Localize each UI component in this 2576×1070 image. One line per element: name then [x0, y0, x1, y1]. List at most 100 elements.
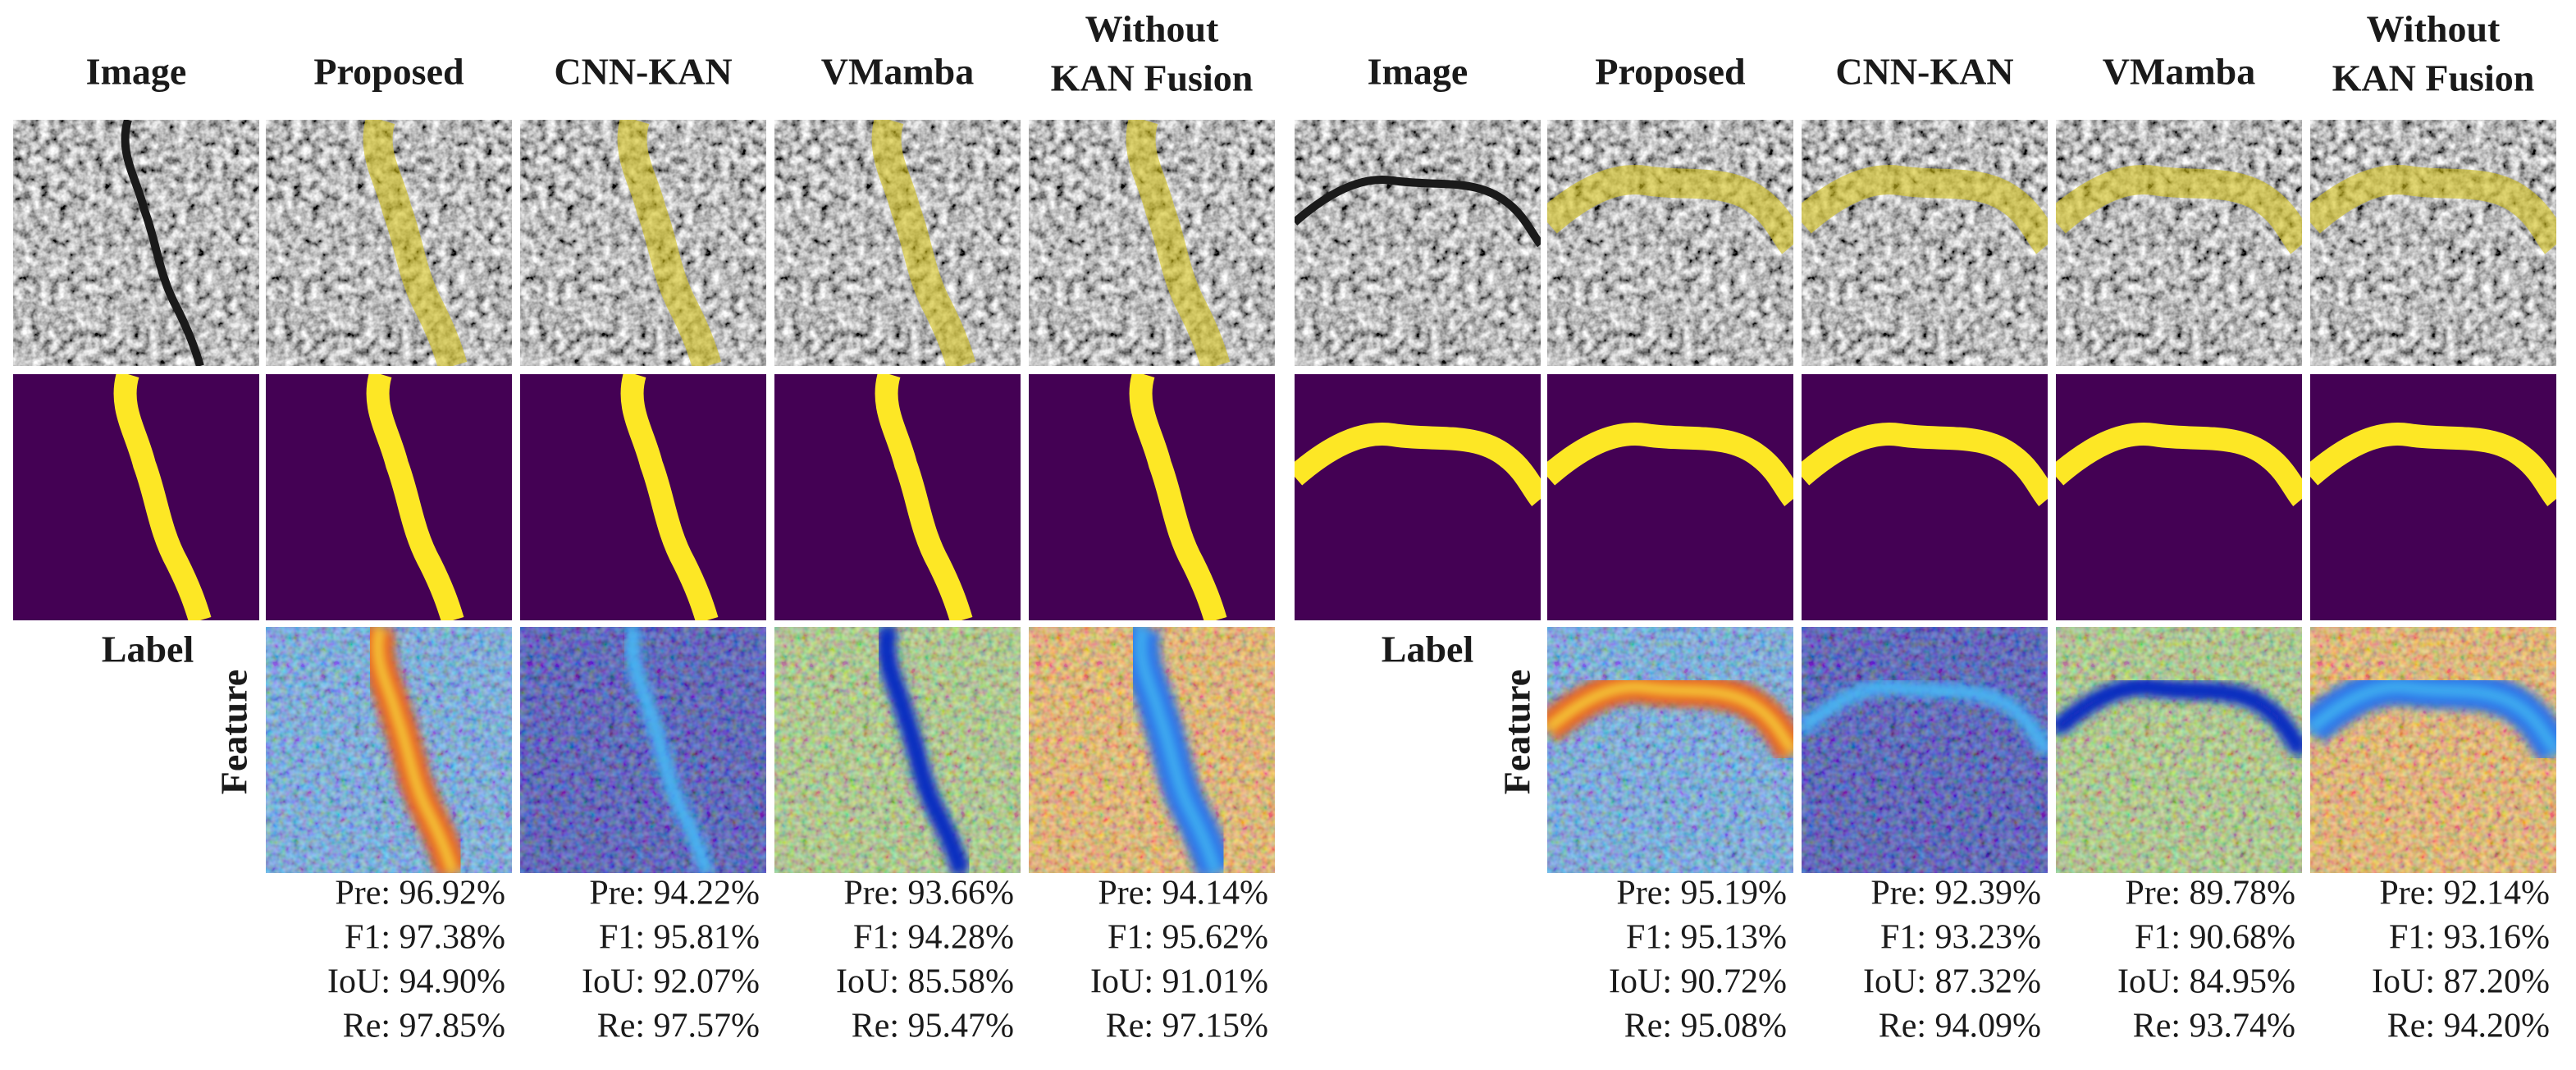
column-header: CNN-KAN	[554, 51, 732, 93]
image-tile	[520, 627, 766, 873]
metric: Re: 97.57%	[597, 1008, 760, 1045]
crack-overlay	[2310, 165, 2556, 254]
metric: IoU: 85.58%	[836, 963, 1014, 1001]
heatmap-noise	[2056, 627, 2302, 873]
metric: F1: 95.81%	[599, 919, 760, 957]
metric: IoU: 84.95%	[2117, 963, 2295, 1001]
image-tile	[1547, 374, 1793, 620]
image-tile	[520, 120, 766, 366]
mask-background	[1547, 374, 1793, 620]
heatmap-crack-core	[883, 627, 965, 873]
photo-texture	[1547, 120, 1793, 366]
image-tile	[520, 374, 766, 620]
mask-crack	[1547, 423, 1793, 506]
metric: Re: 94.20%	[2387, 1008, 2550, 1045]
mask-background	[2056, 374, 2302, 620]
heatmap-crack-core	[1802, 684, 2048, 753]
heatmap-crack-core	[2056, 684, 2302, 754]
mask-crack	[1295, 423, 1541, 506]
column-header: KAN Fusion	[1051, 57, 1254, 99]
metric: F1: 95.13%	[1626, 919, 1787, 957]
column-header: Image	[86, 51, 187, 93]
heatmap-crack-core	[1547, 681, 1793, 756]
image-tile	[2056, 374, 2302, 620]
crack-overlay	[1126, 120, 1231, 366]
row-label: Feature	[1496, 670, 1538, 794]
mask-crack	[2056, 423, 2302, 506]
metric: Pre: 93.66%	[843, 875, 1014, 912]
image-tile	[266, 627, 512, 873]
mask-background	[2310, 374, 2556, 620]
column-header: Without	[1085, 8, 1219, 50]
crack-overlay	[1547, 165, 1793, 254]
metric: F1: 95.62%	[1108, 919, 1268, 957]
column-header: Proposed	[313, 51, 464, 93]
image-tile	[774, 374, 1021, 620]
heatmap-crack-core	[2310, 680, 2556, 756]
column-header: Without	[2367, 8, 2501, 50]
image-tile	[774, 627, 1021, 873]
metric: F1: 93.16%	[2389, 919, 2550, 957]
image-tile	[266, 120, 512, 366]
column-header: VMamba	[821, 51, 975, 93]
image-tile	[266, 374, 512, 620]
crack-overlay	[1802, 165, 2048, 254]
metric: F1: 97.38%	[345, 919, 505, 957]
mask-crack	[1129, 374, 1227, 620]
image-tile	[2310, 627, 2556, 873]
image-tile	[2310, 374, 2556, 620]
photo-texture	[13, 120, 259, 366]
crack-overlay	[363, 120, 468, 366]
row-label: Label	[102, 629, 194, 670]
heatmap-noise	[1802, 627, 2048, 873]
mask-crack	[366, 374, 464, 620]
image-tile	[13, 120, 259, 366]
mask-crack	[113, 374, 212, 620]
metric: Pre: 89.78%	[2125, 875, 2295, 912]
image-tile	[1802, 627, 2048, 873]
heatmap-crack-core	[1134, 627, 1222, 873]
crack	[1295, 176, 1541, 248]
image-tile	[1029, 374, 1275, 620]
photo-texture	[1295, 120, 1541, 366]
metric: Re: 97.85%	[343, 1008, 505, 1045]
metric: Re: 95.08%	[1624, 1008, 1787, 1045]
row-label: Label	[1382, 629, 1473, 670]
metric: Re: 94.09%	[1879, 1008, 2041, 1045]
metric: Pre: 95.19%	[1616, 875, 1787, 912]
photo-texture	[1802, 120, 2048, 366]
photo-texture	[2056, 120, 2302, 366]
photo-texture	[2310, 120, 2556, 366]
metric: Pre: 94.22%	[589, 875, 760, 912]
image-tile	[1295, 374, 1541, 620]
image-tile	[1029, 627, 1275, 873]
heatmap-crack-core	[372, 627, 459, 873]
column-header: CNN-KAN	[1835, 51, 2013, 93]
mask-crack	[875, 374, 973, 620]
heatmap-crack-core	[629, 627, 710, 873]
heatmap-noise	[1547, 627, 1793, 873]
metric: IoU: 90.72%	[1609, 963, 1787, 1001]
heatmap-noise	[520, 627, 766, 873]
crack-overlay	[871, 120, 976, 366]
crack-overlay	[2056, 165, 2302, 254]
image-tile	[1547, 627, 1793, 873]
column-header: KAN Fusion	[2332, 57, 2535, 99]
image-tile	[2056, 627, 2302, 873]
row-label: Feature	[213, 670, 255, 794]
metric: IoU: 94.90%	[327, 963, 505, 1001]
metric: F1: 93.23%	[1880, 919, 2041, 957]
metric: Re: 95.47%	[852, 1008, 1014, 1045]
image-tile	[13, 374, 259, 620]
image-tile	[1029, 120, 1275, 366]
metric: Pre: 96.92%	[335, 875, 505, 912]
image-tile	[1547, 120, 1793, 366]
crack	[121, 120, 204, 366]
mask-crack	[620, 374, 719, 620]
image-tile	[1802, 374, 2048, 620]
image-tile	[1802, 120, 2048, 366]
image-tile	[1295, 120, 1541, 366]
mask-crack	[1802, 423, 2048, 506]
